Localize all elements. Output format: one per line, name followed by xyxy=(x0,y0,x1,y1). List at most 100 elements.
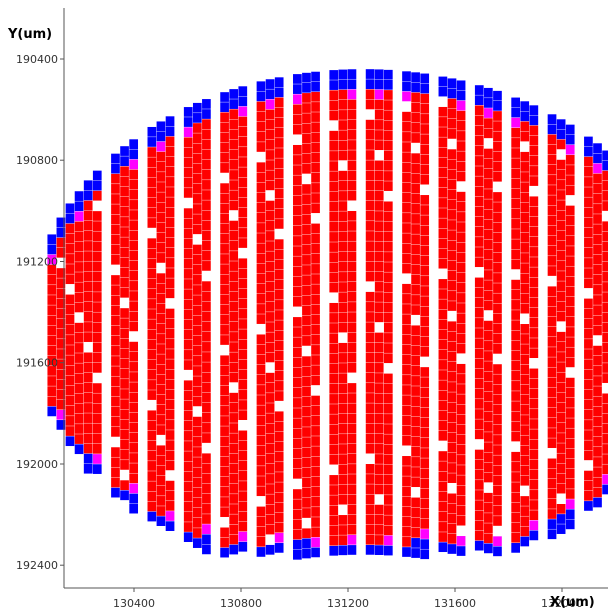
die-cell-red xyxy=(402,173,411,183)
die-cell-red xyxy=(511,391,520,401)
die-cell-red xyxy=(229,190,238,200)
die-cell-red xyxy=(529,379,538,389)
die-cell-red xyxy=(302,235,311,245)
die-cell-blue xyxy=(511,98,520,108)
die-cell-red xyxy=(184,208,193,218)
die-cell-blue xyxy=(229,545,238,555)
die-cell-red xyxy=(193,295,202,305)
die-cell-red xyxy=(193,214,202,224)
die-cell-red xyxy=(348,525,357,535)
die-cell-red xyxy=(348,221,357,231)
die-cell-red xyxy=(166,380,175,390)
die-cell-red xyxy=(511,422,520,432)
die-cell-blue xyxy=(266,79,275,89)
die-cell-red xyxy=(84,261,93,271)
die-cell-red xyxy=(602,242,608,252)
die-cell-red xyxy=(548,438,557,448)
die-cell-red xyxy=(557,362,566,372)
die-cell-red xyxy=(111,457,120,467)
die-cell-red xyxy=(457,172,466,182)
die-cell-red xyxy=(493,283,502,293)
die-cell-red xyxy=(348,211,357,221)
die-cell-red xyxy=(448,473,457,483)
die-cell-red xyxy=(111,387,120,397)
die-cell-magenta xyxy=(129,160,138,170)
die-cell-red xyxy=(111,356,120,366)
die-cell-red xyxy=(275,290,284,300)
die-cell-red xyxy=(229,302,238,312)
die-cell-red xyxy=(520,365,529,375)
die-cell-red xyxy=(66,264,75,274)
die-cell-red xyxy=(439,421,448,431)
die-cell-red xyxy=(448,149,457,159)
die-cell-red xyxy=(484,422,493,432)
die-cell-red xyxy=(229,504,238,514)
die-cell-blue xyxy=(266,545,275,555)
die-cell-red xyxy=(148,370,157,380)
die-cell-red xyxy=(548,469,557,479)
die-cell-red xyxy=(202,484,211,494)
die-cell-red xyxy=(529,369,538,379)
die-cell-red xyxy=(257,284,266,294)
die-cell-red xyxy=(229,312,238,322)
die-cell-red xyxy=(584,197,593,207)
die-cell-blue xyxy=(529,105,538,115)
die-cell-red xyxy=(348,171,357,181)
die-cell-red xyxy=(166,207,175,217)
die-cell-red xyxy=(93,383,102,393)
die-cell-red xyxy=(457,192,466,202)
die-cell-red xyxy=(257,537,266,547)
die-cell-red xyxy=(584,278,593,288)
die-cell-red xyxy=(275,128,284,138)
die-cell-blue xyxy=(302,73,311,83)
die-cell-red xyxy=(557,464,566,474)
die-cell-red xyxy=(311,122,320,132)
die-cell-red xyxy=(311,507,320,517)
die-cell-red xyxy=(529,288,538,298)
die-cell-red xyxy=(275,452,284,462)
die-cell-red xyxy=(457,496,466,506)
die-cell-red xyxy=(266,353,275,363)
die-cell-red xyxy=(220,112,229,122)
die-cell-red xyxy=(193,133,202,143)
die-cell-red xyxy=(47,285,56,295)
die-cell-red xyxy=(384,242,393,252)
die-cell-blue xyxy=(602,161,608,171)
die-cell-red xyxy=(238,522,247,532)
die-cell-red xyxy=(229,200,238,210)
die-cell-red xyxy=(84,231,93,241)
die-cell-red xyxy=(220,143,229,153)
die-cell-red xyxy=(384,141,393,151)
die-cell-red xyxy=(257,375,266,385)
die-cell-red xyxy=(384,323,393,333)
die-cell-red xyxy=(302,397,311,407)
die-cell-red xyxy=(348,494,357,504)
die-cell-red xyxy=(384,161,393,171)
die-cell-red xyxy=(439,198,448,208)
die-cell-red xyxy=(166,238,175,248)
die-cell-red xyxy=(420,266,429,276)
die-cell-red xyxy=(439,188,448,198)
die-cell-blue xyxy=(420,549,429,559)
die-cell-red xyxy=(238,289,247,299)
die-cell-magenta xyxy=(293,94,302,104)
die-cell-red xyxy=(257,486,266,496)
die-cell-red xyxy=(366,505,375,515)
die-cell-red xyxy=(420,205,429,215)
die-cell-red xyxy=(293,165,302,175)
die-cell-red xyxy=(475,359,484,369)
die-cell-red xyxy=(84,221,93,231)
die-cell-red xyxy=(384,444,393,454)
die-cell-red xyxy=(111,295,120,305)
die-cell-red xyxy=(75,394,84,404)
die-cell-red xyxy=(484,371,493,381)
die-cell-blue xyxy=(311,548,320,558)
die-cell-red xyxy=(366,434,375,444)
die-cell-red xyxy=(475,531,484,541)
die-cell-red xyxy=(193,326,202,336)
die-cell-red xyxy=(484,463,493,473)
die-cell-red xyxy=(493,111,502,121)
die-cell-red xyxy=(493,455,502,465)
die-cell-red xyxy=(529,247,538,257)
die-cell-red xyxy=(184,259,193,269)
